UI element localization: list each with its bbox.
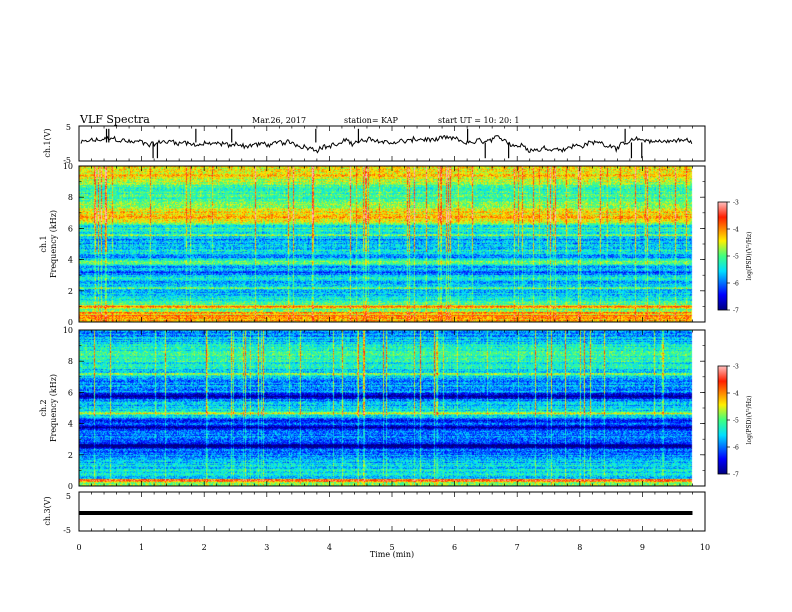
time-tick-label: 7: [515, 543, 520, 552]
ch1-voltage-panel: 5 -5 ch.1(V): [43, 123, 706, 165]
time-axis-labels: 0 1 2 3 4 5 6 7 8 9 10: [76, 543, 710, 552]
time-tick-label: 5: [389, 543, 394, 552]
colorbar-tick-label: -5: [733, 254, 739, 261]
ch3-ytick-top: 5: [66, 492, 71, 501]
ch2-colorbar-label: log(PSD)(V²/Hz): [746, 396, 753, 445]
colorbar-tick-label: -7: [733, 472, 739, 479]
time-axis-ticks: [78, 126, 706, 531]
ch3-voltage-ylabel: ch.3(V): [43, 496, 52, 525]
ch2-colorbar: [717, 365, 728, 475]
time-tick-label: 6: [452, 543, 457, 552]
ch1-voltage-ylabel: ch.1(V): [43, 128, 52, 157]
ch1-spectrogram-yticks: 0 2 4 6 8 10: [63, 162, 705, 327]
ch1-spectrogram-image: [79, 166, 705, 322]
colorbar-tick-label: -4: [733, 391, 739, 398]
time-tick-label: 8: [577, 543, 582, 552]
freq-tick-label: 0: [68, 318, 73, 327]
ch3-ytick-bottom: -5: [63, 526, 71, 535]
freq-tick-label: 10: [63, 162, 73, 171]
freq-tick-label: 8: [68, 357, 73, 366]
freq-tick-label: 10: [63, 326, 73, 335]
ch2-spectrogram-yticks: 0 2 4 6 8 10: [63, 326, 705, 491]
freq-tick-label: 2: [68, 287, 73, 296]
ch3-voltage-panel: 5 -5 ch.3(V): [43, 491, 706, 535]
time-tick-label: 1: [139, 543, 144, 552]
ch1-colorbar-label: log(PSD)(V²/Hz): [746, 232, 753, 281]
time-tick-label: 2: [202, 543, 207, 552]
time-tick-label: 0: [76, 543, 81, 552]
station-label: station= KAP: [344, 116, 399, 125]
date-label: Mar.26, 2017: [252, 116, 306, 125]
time-axis-label: Time (min): [370, 550, 414, 559]
ch1-channel-label: ch.1: [39, 235, 48, 252]
freq-tick-label: 4: [68, 256, 73, 265]
colorbar-tick-label: -6: [733, 445, 739, 452]
ch1-colorbar: [717, 201, 728, 311]
colorbar-tick-label: -3: [733, 364, 739, 371]
freq-tick-label: 8: [68, 193, 73, 202]
colorbar-tick-label: -5: [733, 418, 739, 425]
time-tick-label: 10: [700, 543, 710, 552]
ch2-colorbar-ticks: -3 -4 -5 -6 -7: [727, 364, 739, 479]
colorbar-tick-label: -6: [733, 281, 739, 288]
colorbar-tick-label: -3: [733, 200, 739, 207]
ch2-spectrogram-image: [79, 330, 705, 486]
ch1-ytick-top: 5: [66, 123, 71, 132]
ch1-ytick-bottom: -5: [63, 156, 71, 165]
freq-tick-label: 0: [68, 482, 73, 491]
freq-tick-label: 6: [68, 224, 73, 233]
start-time-label: start UT = 10: 20: 1: [438, 116, 519, 125]
ch2-frequency-ylabel: Frequency (kHz): [49, 374, 58, 442]
ch1-voltage-trace: [80, 134, 693, 154]
freq-tick-label: 4: [68, 420, 73, 429]
freq-tick-label: 2: [68, 451, 73, 460]
time-tick-label: 4: [327, 543, 332, 552]
colorbar-tick-label: -7: [733, 308, 739, 315]
ch1-voltage-spikes: [105, 128, 643, 159]
freq-tick-label: 6: [68, 388, 73, 397]
ch1-colorbar-ticks: -3 -4 -5 -6 -7: [727, 200, 739, 315]
time-tick-label: 9: [640, 543, 645, 552]
time-tick-label: 3: [264, 543, 269, 552]
ch2-channel-label: ch.2: [39, 399, 48, 416]
ch1-frequency-ylabel: Frequency (kHz): [49, 210, 58, 278]
figure-title: VLF Spectra: [79, 113, 150, 126]
colorbar-tick-label: -4: [733, 227, 739, 234]
